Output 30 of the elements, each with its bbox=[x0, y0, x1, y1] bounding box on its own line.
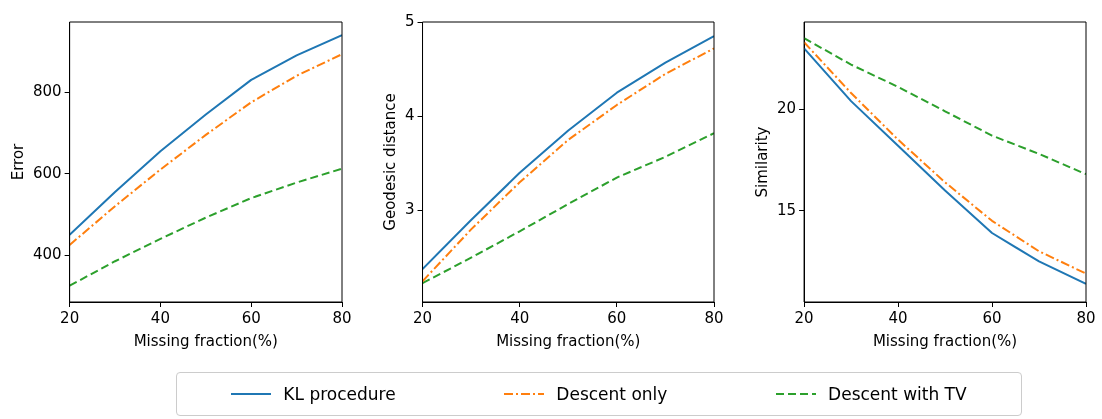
x-tick-label: 80 bbox=[1076, 308, 1096, 327]
x-axis-title: Missing fraction(%) bbox=[872, 331, 1018, 350]
x-tick-label: 40 bbox=[510, 308, 530, 327]
y-tick-label: 600 bbox=[32, 163, 62, 182]
x-tick-label: 60 bbox=[607, 308, 627, 327]
x-tick-label: 40 bbox=[150, 308, 170, 327]
line-series bbox=[422, 132, 714, 285]
y-tick-label: 5 bbox=[405, 11, 415, 30]
y-axis-title: Error bbox=[8, 142, 27, 181]
x-tick-label: 20 bbox=[794, 308, 814, 327]
y-tick-label: 15 bbox=[776, 200, 797, 219]
x-tick-label: 60 bbox=[982, 308, 1002, 327]
y-tick-label: 400 bbox=[32, 245, 62, 264]
x-tick-label: 80 bbox=[704, 308, 724, 327]
line-series bbox=[69, 167, 342, 287]
y-tick-label: 800 bbox=[32, 81, 62, 100]
y-tick-label: 3 bbox=[405, 200, 415, 219]
legend-label: Descent with TV bbox=[828, 384, 967, 404]
x-axis-title: Missing fraction(%) bbox=[496, 331, 641, 350]
x-tick-label: 80 bbox=[332, 308, 352, 327]
x-axis-title: Missing fraction(%) bbox=[133, 331, 278, 350]
y-axis-title: Geodesic distance bbox=[380, 93, 399, 231]
y-axis-title: Similarity bbox=[752, 126, 771, 198]
legend-label: KL procedure bbox=[283, 384, 396, 404]
x-tick-label: 20 bbox=[60, 308, 80, 327]
x-tick-label: 60 bbox=[241, 308, 261, 327]
line-series bbox=[804, 37, 1086, 176]
legend-label: Descent only bbox=[556, 384, 668, 404]
x-tick-label: 40 bbox=[888, 308, 908, 327]
y-tick-label: 4 bbox=[405, 106, 415, 125]
